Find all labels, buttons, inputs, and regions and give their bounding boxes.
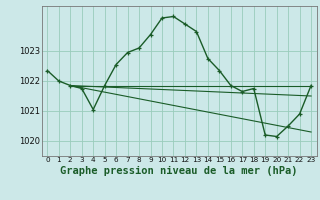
X-axis label: Graphe pression niveau de la mer (hPa): Graphe pression niveau de la mer (hPa)	[60, 166, 298, 176]
